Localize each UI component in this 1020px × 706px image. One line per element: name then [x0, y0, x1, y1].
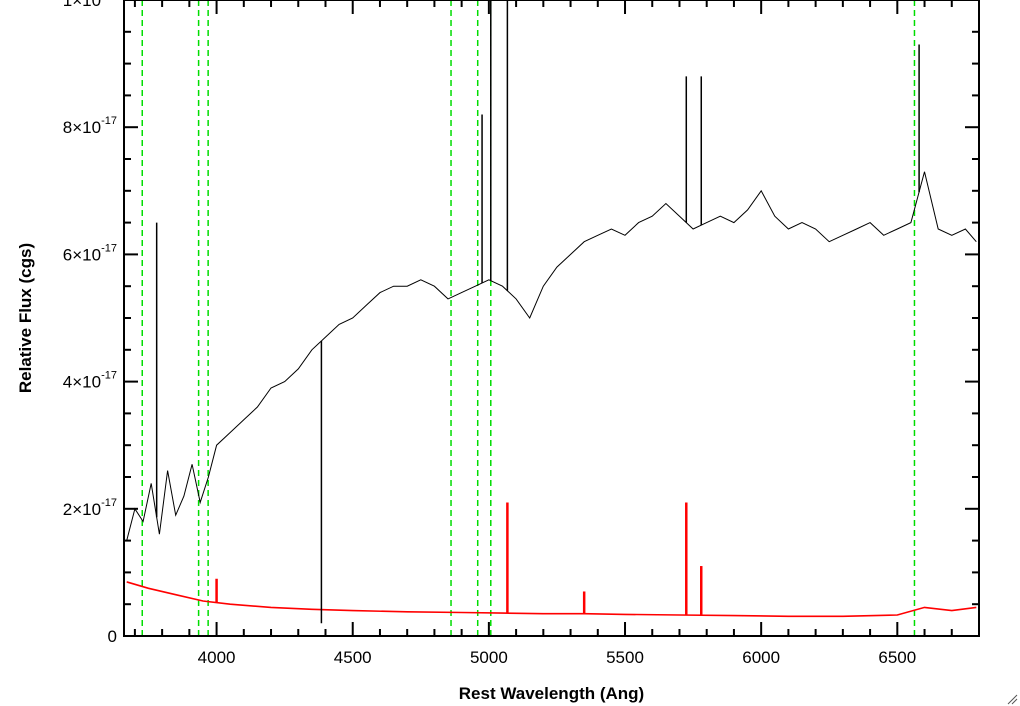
y-tick-label-5: 1×10-16 [63, 0, 117, 10]
x-tick-label-4000: 4000 [198, 648, 236, 667]
y-tick-label-2: 4×10-17 [63, 370, 117, 392]
series-group [126, 0, 977, 624]
series-line-1 [126, 581, 977, 618]
x-axis-title: Rest Wavelength (Ang) [459, 684, 644, 703]
x-tick-label-5000: 5000 [470, 648, 508, 667]
y-tick-label-0: 0 [108, 627, 117, 646]
y-axis-title: Relative Flux (cgs) [16, 243, 35, 393]
x-tick-label-5500: 5500 [606, 648, 644, 667]
x-tick-label-6500: 6500 [878, 648, 916, 667]
series-line-0 [126, 171, 977, 541]
resize-grip-icon[interactable] [1007, 694, 1018, 705]
reference-line-group [141, 0, 916, 636]
y-tick-label-4: 8×10-17 [63, 115, 117, 137]
y-axis: 0 2×10-17 4×10-17 6×10-17 8×10-17 1×10-16 [63, 0, 979, 646]
x-axis: 4000 4500 5000 5500 6000 6500 [133, 0, 980, 667]
y-tick-label-1: 2×10-17 [63, 497, 117, 519]
plot-frame [123, 0, 980, 637]
x-tick-label-4500: 4500 [334, 648, 372, 667]
x-tick-label-6000: 6000 [742, 648, 780, 667]
y-tick-label-3: 6×10-17 [63, 242, 117, 264]
